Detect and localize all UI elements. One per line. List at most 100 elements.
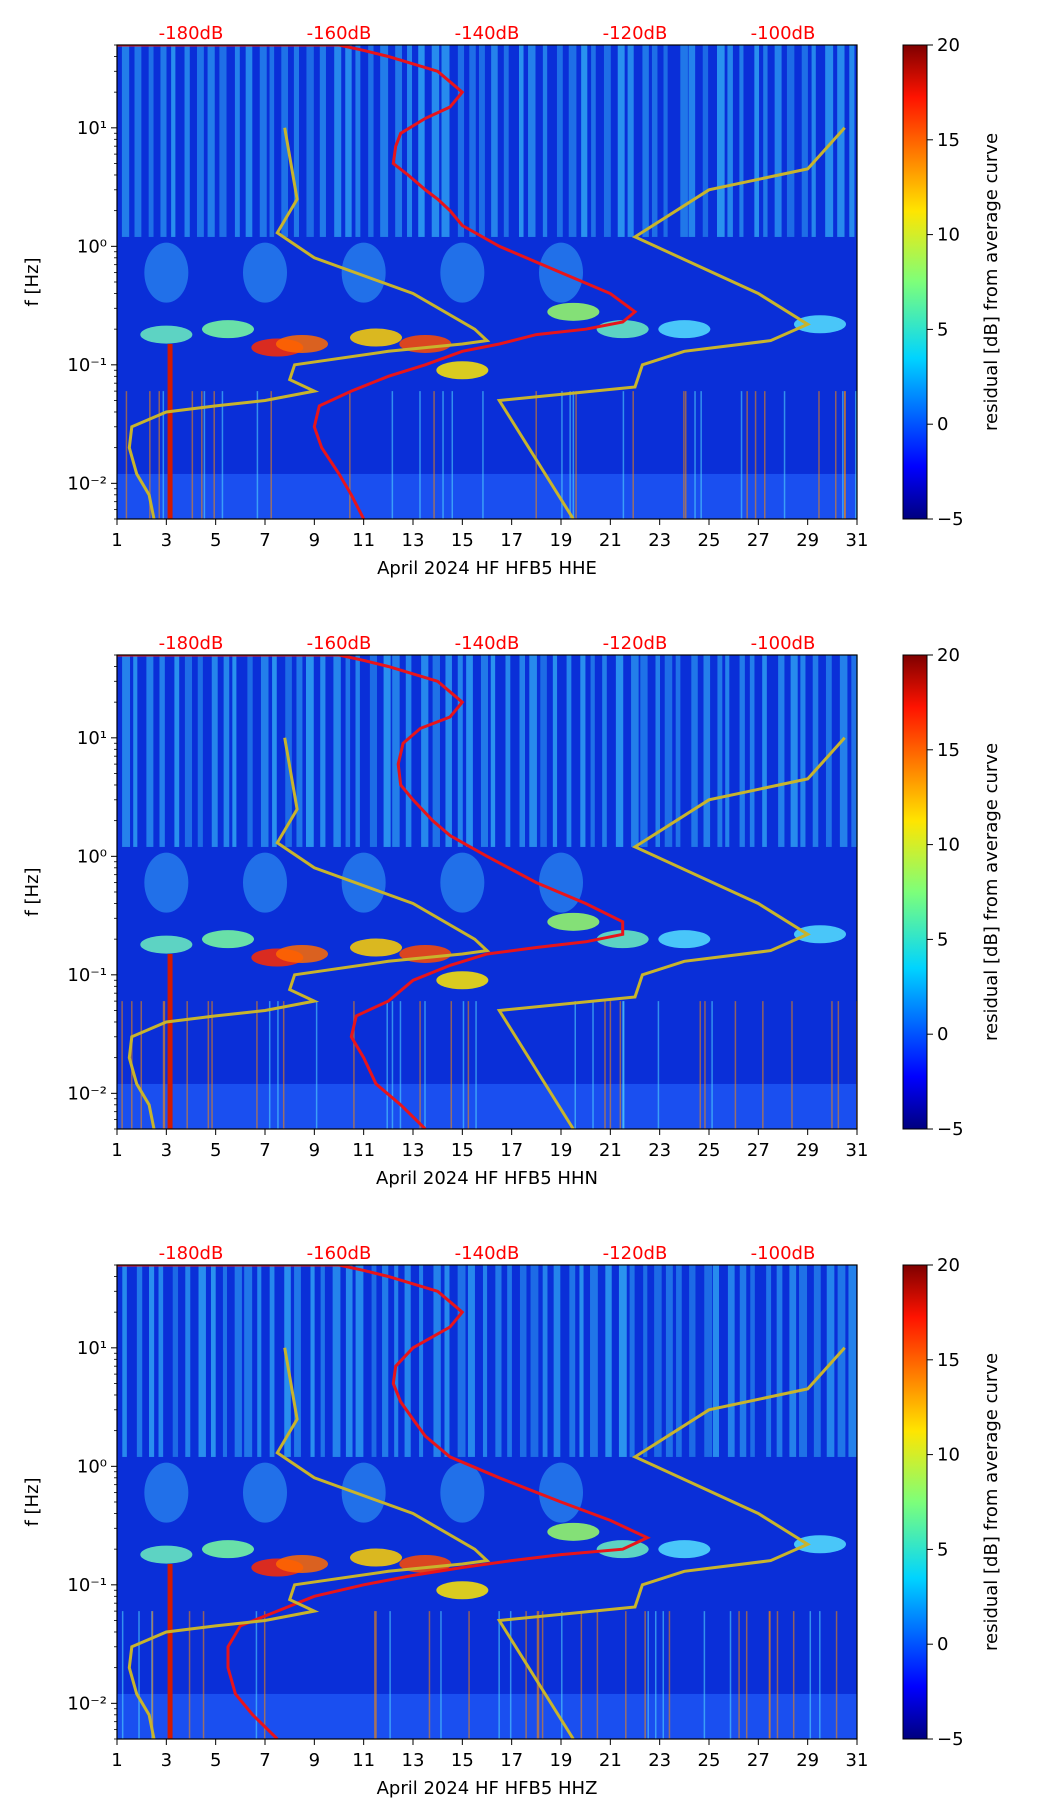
lf-streak bbox=[207, 1001, 210, 1129]
x-tick-label: 3 bbox=[161, 1750, 172, 1771]
colorbar-tick-label: −5 bbox=[937, 509, 964, 530]
lf-streak bbox=[121, 1611, 124, 1739]
hf-streak bbox=[247, 655, 253, 847]
hf-streak bbox=[507, 1265, 512, 1457]
lf-streak bbox=[375, 1611, 377, 1739]
hf-streak bbox=[654, 1265, 662, 1457]
hf-streak bbox=[211, 655, 218, 847]
hf-streak bbox=[197, 655, 203, 847]
colorbar-tick-label: −5 bbox=[937, 1119, 964, 1140]
lf-streak bbox=[837, 1001, 840, 1129]
colorbar-label: residual [dB] from average curve bbox=[981, 133, 1002, 431]
x-axis-label: April 2024 HF HFB5 HHN bbox=[376, 1168, 598, 1189]
hf-streak bbox=[444, 1265, 450, 1457]
energy-blob bbox=[202, 930, 254, 949]
noise-model-curve bbox=[496, 126, 846, 519]
energy-blob bbox=[794, 1535, 846, 1554]
x-tick-label: 29 bbox=[796, 1140, 819, 1161]
y-tick-label: 10¹ bbox=[77, 118, 107, 139]
lf-streak bbox=[163, 1001, 166, 1129]
hf-streak bbox=[837, 45, 845, 237]
lf-streak bbox=[535, 391, 537, 519]
hf-streak bbox=[618, 1265, 627, 1457]
colorbar-gradient bbox=[902, 44, 928, 520]
hf-streak bbox=[789, 1265, 797, 1457]
lf-streak bbox=[162, 391, 165, 519]
hf-streak bbox=[260, 655, 269, 847]
energy-plume bbox=[341, 852, 386, 913]
hf-streak bbox=[431, 45, 440, 237]
hf-streak bbox=[421, 655, 429, 847]
x-tick-label: 3 bbox=[161, 1140, 172, 1161]
hf-streak bbox=[665, 1265, 673, 1457]
x-tick-label: 23 bbox=[648, 530, 671, 551]
lf-streak bbox=[783, 391, 786, 519]
hf-streak bbox=[812, 655, 819, 847]
hf-streak bbox=[801, 45, 808, 237]
hf-streak bbox=[580, 655, 586, 847]
lf-streak bbox=[596, 1611, 599, 1739]
energy-blob bbox=[436, 1581, 489, 1600]
lf-streak bbox=[818, 391, 820, 519]
energy-plume bbox=[440, 242, 485, 303]
x-tick-label: 17 bbox=[500, 530, 523, 551]
hf-streak bbox=[305, 655, 314, 847]
lf-streak bbox=[625, 1611, 627, 1739]
energy-blob bbox=[140, 935, 193, 954]
lf-streak bbox=[256, 1001, 258, 1129]
hf-streak bbox=[171, 45, 176, 237]
hf-streak bbox=[122, 1265, 127, 1457]
lf-streak bbox=[498, 1611, 500, 1739]
hf-streak bbox=[704, 1265, 713, 1457]
event-column bbox=[167, 1563, 173, 1739]
hf-streak bbox=[319, 45, 326, 237]
hf-streak bbox=[664, 655, 673, 847]
top-db-label: -100dB bbox=[751, 633, 816, 654]
lf-streak bbox=[764, 391, 766, 519]
hf-streak bbox=[148, 45, 154, 237]
energy-blob bbox=[794, 315, 846, 334]
hf-streak bbox=[368, 45, 374, 237]
x-tick-label: 5 bbox=[210, 1750, 221, 1771]
lf-streak bbox=[158, 391, 160, 519]
top-db-label: -140dB bbox=[455, 23, 520, 44]
x-tick-label: 25 bbox=[698, 530, 721, 551]
colorbar-tick-label: 20 bbox=[937, 1255, 960, 1276]
energy-blob bbox=[350, 938, 402, 957]
energy-plume bbox=[539, 852, 583, 913]
lf-streak bbox=[255, 1611, 258, 1739]
hf-streak bbox=[467, 1265, 475, 1457]
lf-streak bbox=[140, 1001, 143, 1129]
hf-streak bbox=[591, 45, 596, 237]
x-tick-label: 27 bbox=[747, 1140, 770, 1161]
hf-streak bbox=[631, 655, 639, 847]
hf-streak bbox=[355, 655, 360, 847]
lf-streak bbox=[151, 1611, 154, 1739]
colorbar-tick-label: 5 bbox=[937, 319, 948, 340]
colorbar-tick-label: 0 bbox=[937, 1634, 948, 1655]
energy-blob bbox=[202, 320, 254, 339]
lf-streak bbox=[768, 1611, 771, 1739]
hf-streak bbox=[281, 45, 289, 237]
hf-streak bbox=[490, 655, 496, 847]
x-tick-label: 9 bbox=[309, 1140, 320, 1161]
lf-streak bbox=[683, 391, 685, 519]
hf-streak bbox=[689, 1265, 696, 1457]
hf-streak bbox=[198, 1265, 206, 1457]
energy-blob bbox=[658, 930, 711, 949]
hf-streak bbox=[457, 45, 465, 237]
hf-streak bbox=[590, 1265, 598, 1457]
hf-streak bbox=[552, 655, 558, 847]
lf-streak bbox=[536, 1611, 539, 1739]
hf-streak bbox=[837, 1265, 846, 1457]
lf-streak bbox=[211, 1001, 213, 1129]
hf-streak bbox=[244, 1265, 253, 1457]
x-tick-label: 11 bbox=[352, 1140, 375, 1161]
energy-plume bbox=[243, 1462, 287, 1523]
hf-streak bbox=[568, 45, 577, 237]
colorbar-tick-label: 10 bbox=[937, 225, 960, 246]
lf-streak bbox=[561, 1611, 563, 1739]
hf-streak bbox=[528, 45, 536, 237]
